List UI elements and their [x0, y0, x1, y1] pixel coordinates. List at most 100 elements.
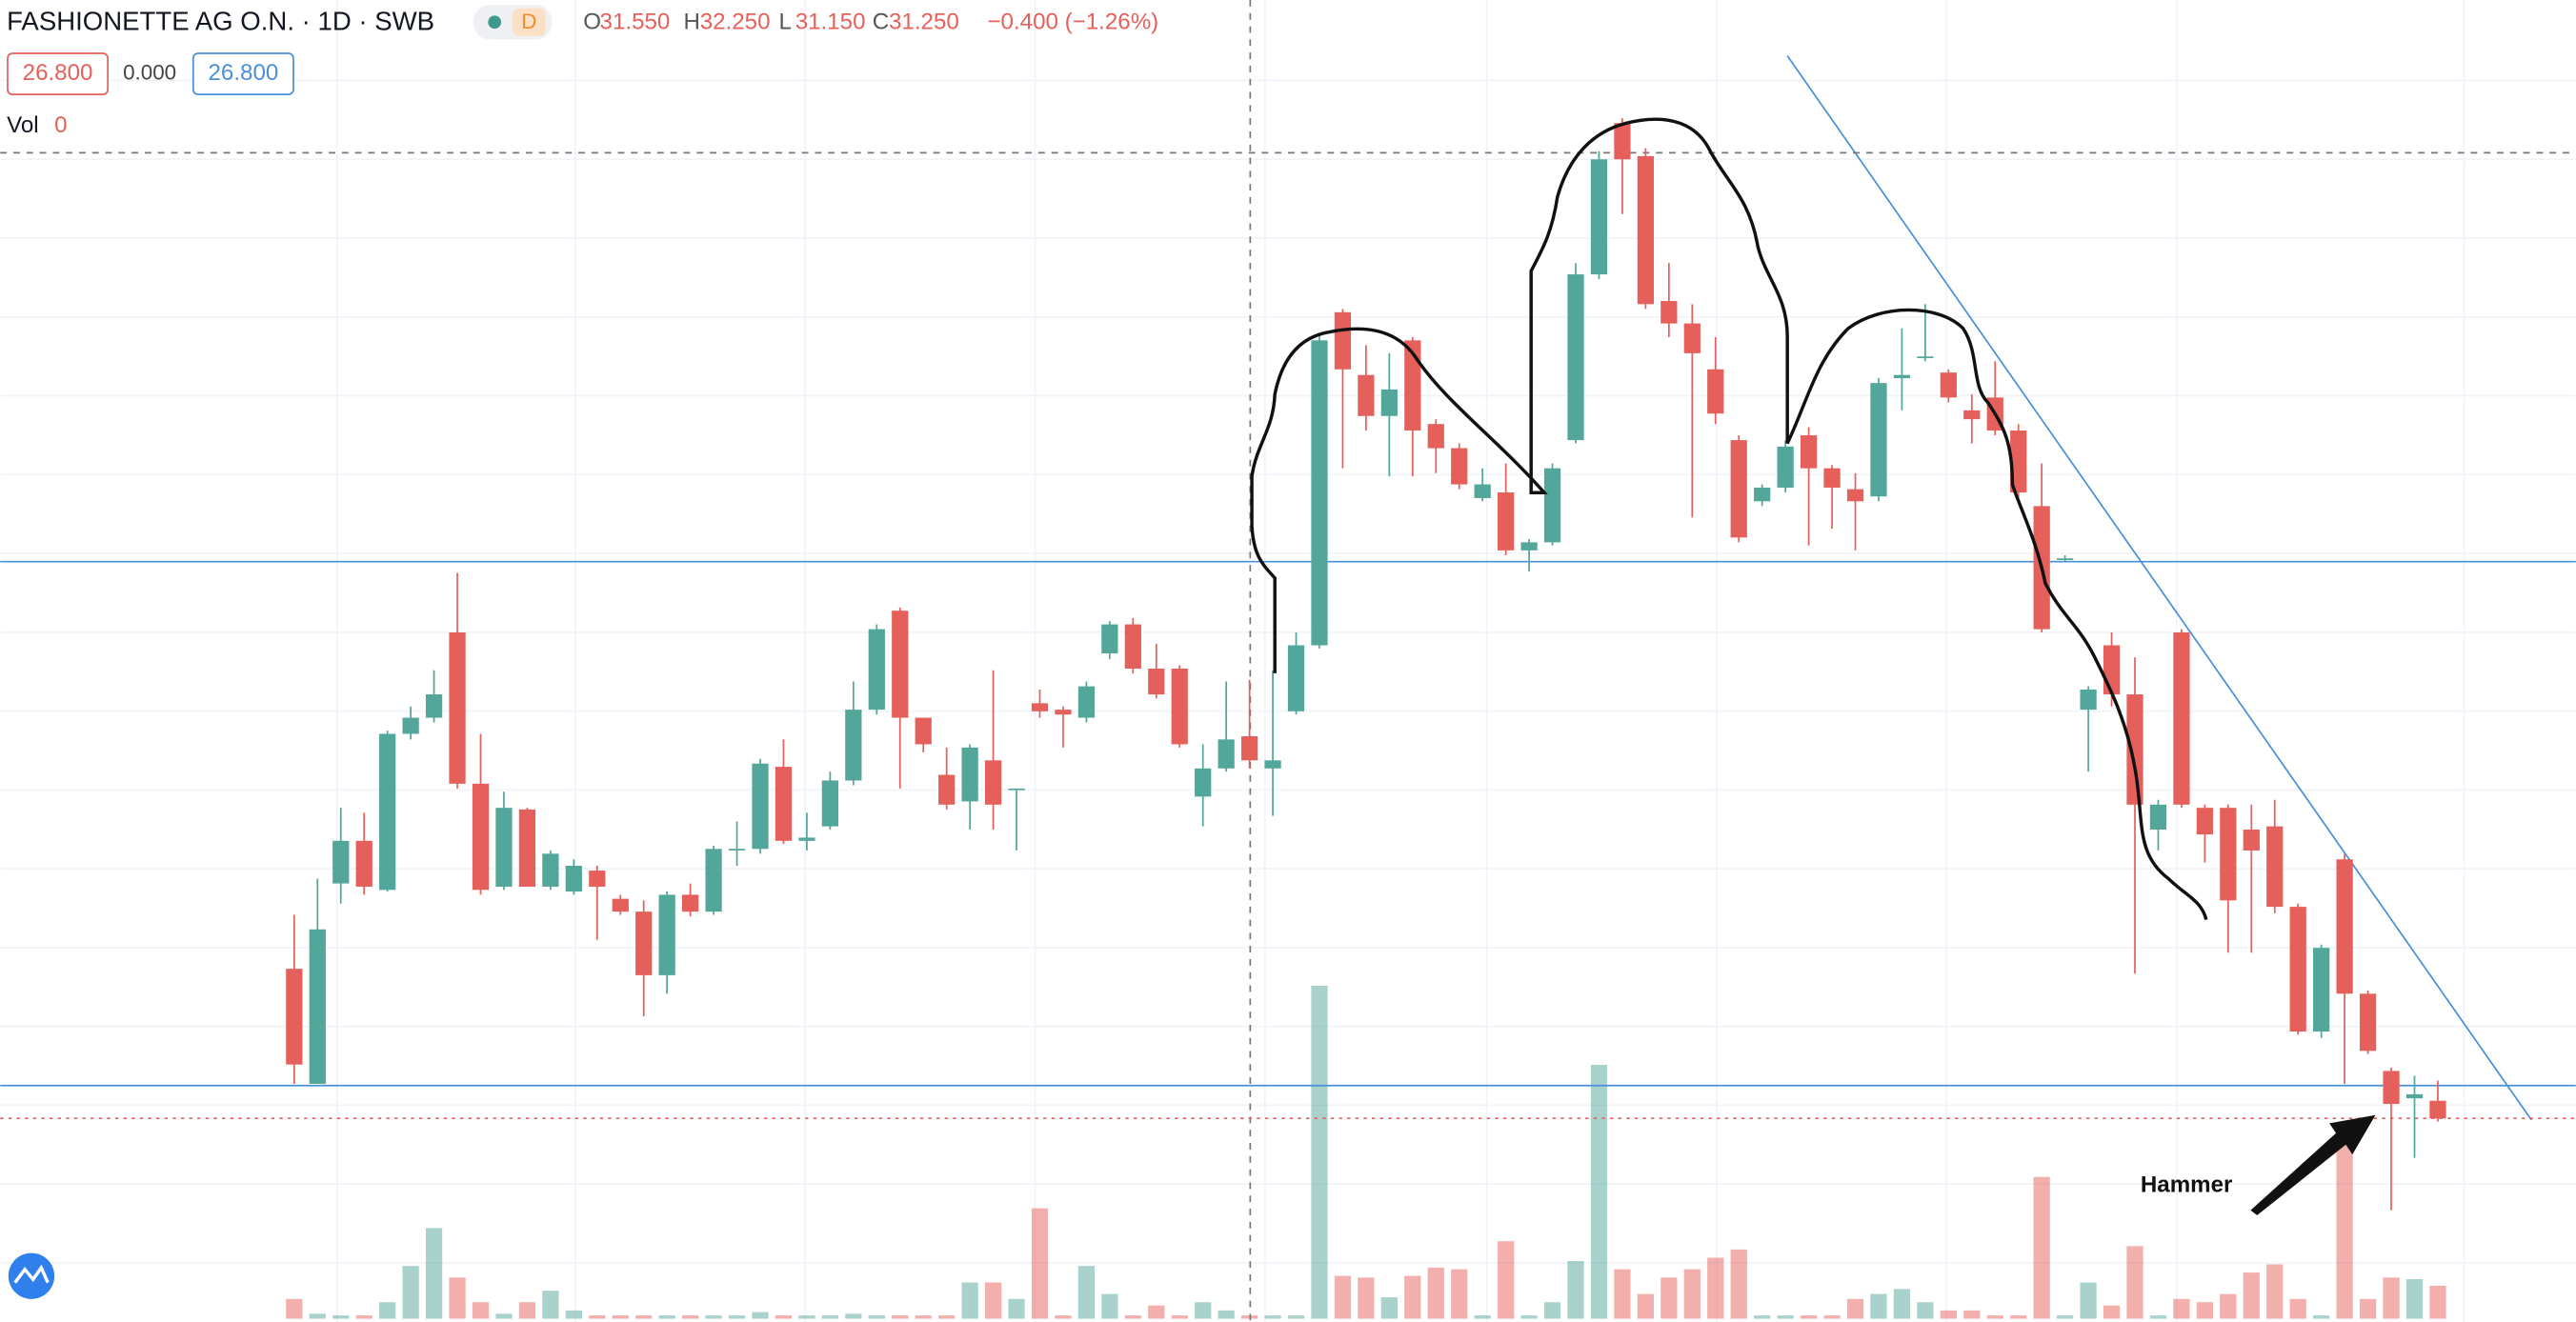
volume-bar: [658, 1315, 675, 1319]
volume-bar: [1101, 1293, 1118, 1319]
volume-bar: [775, 1315, 793, 1319]
candle-body: [1171, 669, 1188, 745]
volume-bar: [728, 1315, 746, 1319]
volume-bar: [915, 1315, 932, 1319]
candle-body: [1683, 323, 1701, 353]
volume-bar: [2057, 1315, 2074, 1319]
trend-line: [1786, 55, 2532, 1121]
volume-bar: [2080, 1282, 2097, 1319]
candle-body: [589, 871, 606, 887]
volume-bar: [2313, 1315, 2330, 1319]
candle-body: [798, 837, 815, 841]
volume-bar: [1148, 1305, 1165, 1319]
volume-bar: [868, 1315, 885, 1319]
candle-body: [1567, 274, 1584, 441]
volume-bar: [2405, 1279, 2424, 1319]
volume-bar: [682, 1315, 699, 1319]
candle-body: [2383, 1071, 2400, 1105]
ohlc-key: L: [778, 10, 791, 35]
volume-bar: [2010, 1315, 2027, 1319]
price-box: [7, 52, 110, 96]
candle-body: [2243, 829, 2260, 851]
candle-body: [728, 849, 746, 851]
volume-bar: [449, 1277, 466, 1319]
candle-body: [1451, 448, 1468, 485]
volume-bar: [798, 1315, 815, 1319]
volume-bar: [1358, 1277, 1375, 1319]
candle-body: [1543, 468, 1561, 543]
volume-bar: [612, 1315, 629, 1319]
volume-bar: [2126, 1246, 2143, 1319]
volume-bar: [2289, 1298, 2306, 1319]
candle-body: [1311, 340, 1328, 646]
candle-body: [1498, 492, 1515, 551]
symbol-title: FASHIONETTE AG O.N. · 1D · SWB: [7, 6, 434, 35]
volume-bar: [1264, 1315, 1281, 1319]
candle-body: [752, 763, 769, 850]
price-box-text: 26.800: [208, 60, 278, 86]
candle-body: [379, 733, 396, 891]
volume-bar: [1380, 1297, 1398, 1319]
candle-body: [565, 866, 582, 892]
candle-body: [425, 694, 443, 718]
candle-body: [2289, 907, 2306, 1032]
candle-body: [286, 969, 303, 1065]
change: −0.400 (−1.26%): [987, 10, 1158, 35]
candles: [286, 118, 2446, 1211]
volume-label: Vol: [7, 112, 39, 138]
candle-body: [892, 611, 909, 718]
ohlc-value: 31.550: [600, 10, 671, 35]
volume-bar: [821, 1315, 838, 1319]
candle-body: [355, 840, 372, 887]
candle-body: [1707, 369, 1724, 414]
candle-body: [1287, 645, 1305, 711]
volume-bar: [309, 1313, 326, 1319]
ohlc-value: 31.150: [795, 10, 866, 35]
candle-body: [1008, 788, 1025, 791]
candle-body: [1148, 669, 1165, 695]
candle-body: [1800, 435, 1818, 469]
annotation: Hammer: [2141, 1172, 2233, 1197]
ohlc-value: 32.250: [700, 10, 771, 35]
candle-body: [612, 898, 629, 912]
ohlc-key: C: [873, 10, 889, 35]
candle-body: [635, 911, 653, 975]
price-box-text: 26.800: [23, 60, 93, 86]
candle-body: [2220, 808, 2237, 901]
candle-body: [1334, 311, 1352, 370]
volume-bar: [1008, 1298, 1025, 1319]
candle-body: [821, 780, 838, 827]
volume-bar: [845, 1313, 862, 1319]
volume-bar: [1777, 1315, 1794, 1319]
candle-body: [1101, 624, 1118, 653]
volume-bar: [1917, 1302, 1934, 1319]
candle-body: [1823, 468, 1841, 488]
volume-bar: [1707, 1257, 1724, 1319]
volume-bar: [1730, 1249, 1747, 1319]
candle-body: [2173, 632, 2190, 805]
volume-bar: [1543, 1302, 1561, 1319]
volume-bar: [2149, 1315, 2167, 1319]
candle-body: [938, 774, 956, 805]
candle-body: [2126, 694, 2143, 805]
ohlc-value: 31.250: [889, 10, 959, 35]
spread-text: 0.000: [123, 61, 176, 85]
candle-body: [309, 929, 326, 1084]
volume-bar: [589, 1315, 606, 1319]
volume-bar: [1683, 1269, 1701, 1319]
volume-bar: [355, 1315, 372, 1319]
candle-body: [1590, 159, 1608, 275]
candle-body: [2196, 808, 2214, 835]
candle-body: [2010, 430, 2027, 493]
candle-body: [1777, 446, 1794, 488]
candle-body: [1893, 374, 1911, 379]
volume-bar: [2243, 1272, 2260, 1319]
candle-body: [868, 629, 885, 711]
volume-bar: [2173, 1298, 2190, 1319]
volume-bar: [1823, 1315, 1841, 1319]
candle-body: [1055, 710, 1072, 715]
candle-body: [2359, 993, 2377, 1052]
candle-body: [2405, 1093, 2424, 1099]
volume-bar: [1660, 1277, 1678, 1319]
volume-bar: [1055, 1315, 1072, 1319]
